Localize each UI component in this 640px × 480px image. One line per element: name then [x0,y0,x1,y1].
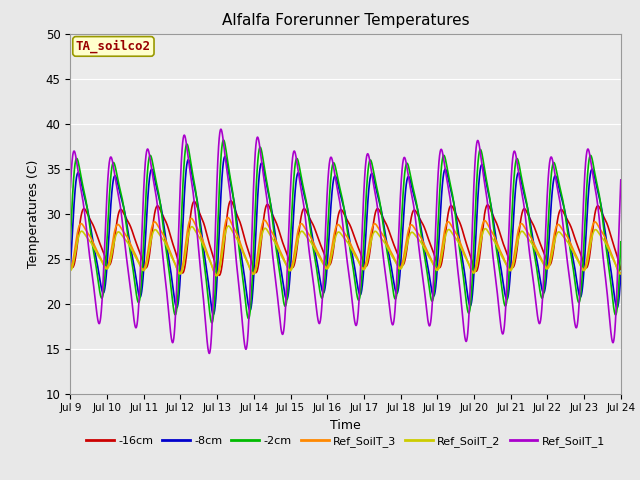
Legend: -16cm, -8cm, -2cm, Ref_SoilT_3, Ref_SoilT_2, Ref_SoilT_1: -16cm, -8cm, -2cm, Ref_SoilT_3, Ref_Soil… [82,431,609,451]
Y-axis label: Temperatures (C): Temperatures (C) [28,159,40,268]
Text: TA_soilco2: TA_soilco2 [76,40,151,53]
Title: Alfalfa Forerunner Temperatures: Alfalfa Forerunner Temperatures [222,13,469,28]
X-axis label: Time: Time [330,419,361,432]
